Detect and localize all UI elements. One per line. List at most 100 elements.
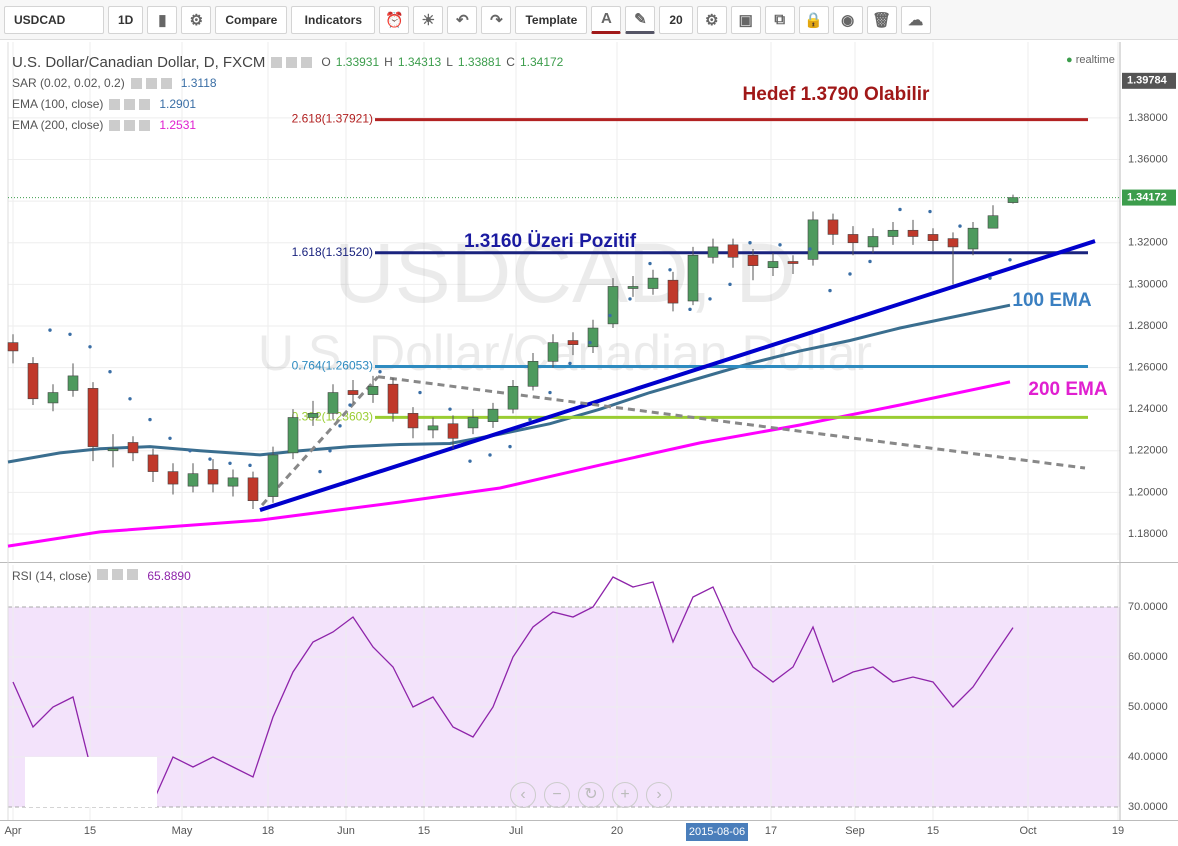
indicator-icons	[109, 120, 154, 131]
sar-dot	[378, 370, 382, 374]
line-color-button[interactable]: ✎	[625, 5, 656, 34]
candle-body	[447, 423, 459, 439]
settings-button[interactable]: ⚙	[181, 5, 212, 34]
chart-style-button[interactable]: ▮	[147, 5, 178, 34]
candle-body	[667, 279, 679, 304]
sar-dot	[328, 449, 332, 453]
candle-body	[367, 385, 379, 395]
redo-button[interactable]: ↷	[481, 5, 512, 34]
legend-title: U.S. Dollar/Canadian Dollar, D, FXCM	[12, 54, 266, 71]
x-tick-label: Jul	[509, 825, 523, 837]
zoom-out[interactable]: −	[544, 782, 570, 808]
candle-body	[187, 473, 199, 487]
ohlc-value: 1.34172	[519, 55, 564, 69]
candle-body	[487, 408, 499, 422]
candle-body	[107, 448, 119, 452]
layer-button[interactable]: ▣	[730, 5, 761, 34]
price-marker-label: 1.34172	[1127, 191, 1167, 203]
text-color-button[interactable]: A	[591, 5, 622, 34]
candle-body	[587, 327, 599, 348]
candle-body	[207, 469, 219, 485]
ohlc-value: 1.33881	[457, 55, 502, 69]
sar-dot	[488, 453, 492, 457]
template-button[interactable]: Template	[515, 5, 588, 34]
sar-dot	[568, 361, 572, 366]
sar-dot	[708, 297, 712, 301]
compare-button[interactable]: Compare	[215, 5, 288, 34]
indicator-row: SAR (0.02, 0.02, 0.2) 1.3118	[12, 73, 563, 94]
sar-dot	[748, 241, 752, 245]
y-tick-label: 1.30000	[1128, 278, 1168, 290]
sar-dot	[728, 282, 732, 287]
x-tick-label: 20	[611, 825, 623, 837]
scroll-right[interactable]: ›	[646, 782, 672, 808]
alert-button[interactable]: ⏰	[379, 5, 410, 34]
sar-dot	[648, 261, 652, 266]
y-tick-label: 1.20000	[1128, 486, 1168, 498]
candle-body	[847, 234, 859, 244]
zoom-controls: ‹ − ↻ + ›	[510, 782, 672, 808]
sar-dot	[848, 272, 852, 276]
indicator-value: 1.2901	[159, 97, 197, 111]
candle-body	[227, 477, 239, 487]
symbol-input[interactable]: USDCAD	[4, 5, 104, 34]
candle-body	[767, 261, 779, 269]
idea-button[interactable]: ☀	[413, 5, 444, 34]
indicators-button[interactable]: Indicators	[291, 5, 376, 34]
ohlc-key: C	[506, 55, 515, 69]
interval-button[interactable]: 1D	[108, 5, 144, 34]
watermark-name: U.S. Dollar/Canadian Dollar	[258, 325, 872, 381]
sar-dot	[338, 424, 342, 428]
sar-dot	[508, 444, 512, 449]
sar-dot	[898, 207, 902, 212]
hide-button[interactable]: ◉	[832, 5, 863, 34]
delete-button[interactable]: 🗑	[866, 5, 897, 34]
ohlc-value: 1.33931	[335, 55, 380, 69]
candle-body	[787, 261, 799, 264]
indicator-row: EMA (100, close) 1.2901	[12, 94, 563, 115]
ohlc-key: O	[321, 55, 331, 69]
price-marker-label: 1.39784	[1127, 75, 1168, 87]
y-tick-label: 50.0000	[1128, 701, 1168, 713]
candle-body	[747, 254, 759, 266]
reset[interactable]: ↻	[578, 782, 604, 808]
sar-dot	[668, 268, 672, 272]
indicator-icons	[109, 99, 154, 110]
sar-dot	[588, 340, 592, 345]
ohlc: O 1.33931 H 1.34313 L 1.33881 C 1.34172	[321, 52, 563, 73]
candle-body	[527, 361, 539, 387]
clone-button[interactable]: ⧉	[764, 5, 795, 34]
sar-dot	[418, 390, 422, 395]
sar-dot	[828, 288, 832, 293]
x-tick-label: 15	[927, 825, 939, 837]
candle-body	[7, 342, 19, 352]
toolbar: USDCAD 1D ▮ ⚙ Compare Indicators ⏰ ☀ ↶ ↷…	[0, 0, 1178, 40]
y-tick-label: 30.0000	[1128, 801, 1168, 813]
scroll-left[interactable]: ‹	[510, 782, 536, 808]
sar-dot	[528, 417, 532, 422]
cloud-button[interactable]: ☁	[900, 5, 931, 34]
undo-button[interactable]: ↶	[447, 5, 478, 34]
props-button[interactable]: ⚙	[696, 5, 727, 34]
fib-label: 0.764(1.26053)	[292, 359, 373, 373]
lock-button[interactable]: 🔒	[798, 5, 829, 34]
candle-body	[607, 286, 619, 325]
y-tick-label: 60.0000	[1128, 651, 1168, 663]
font-size-button[interactable]: 20	[659, 5, 693, 34]
indicator-name: EMA (200, close)	[12, 118, 104, 132]
blank-box	[25, 757, 157, 807]
sar-dot	[228, 461, 232, 465]
ohlc-value: 1.34313	[397, 55, 442, 69]
zoom-in[interactable]: +	[612, 782, 638, 808]
sar-dot	[148, 417, 152, 422]
indicator-icons	[130, 78, 175, 89]
candle-body	[147, 454, 159, 472]
sar-dot	[88, 345, 92, 349]
legend-icons	[271, 57, 316, 68]
ema-line	[7, 380, 1011, 548]
sar-dot	[448, 407, 452, 411]
sar-dot	[928, 209, 932, 214]
candle-body	[387, 383, 399, 414]
x-tick-label: 17	[765, 825, 777, 837]
